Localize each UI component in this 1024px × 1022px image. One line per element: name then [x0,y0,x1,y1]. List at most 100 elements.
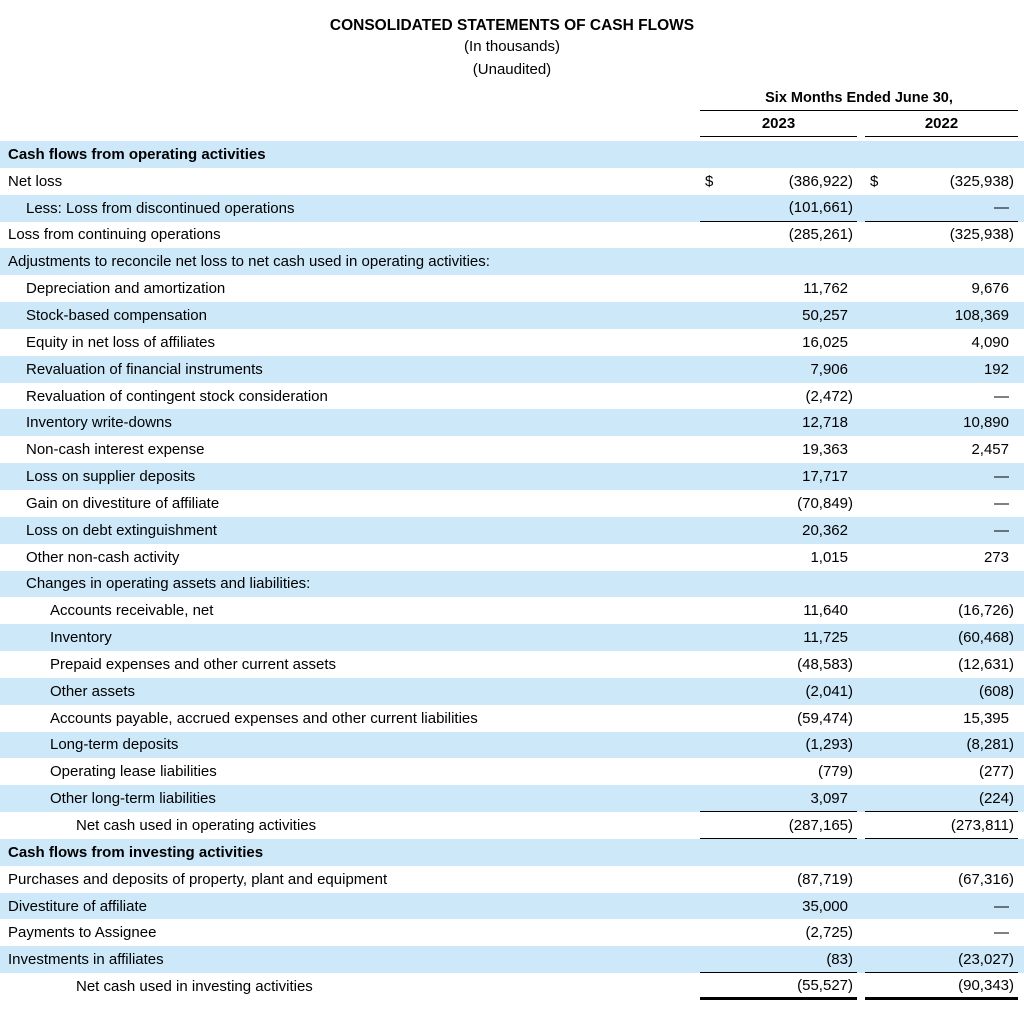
value-2023: 11,640 [803,602,848,620]
row-label: Loss on debt extinguishment [26,521,217,539]
value-2022 [865,248,1018,275]
row-label: Revaluation of contingent stock consider… [26,387,328,405]
value-2022: (16,726) [958,602,1014,620]
column-gap [857,839,865,866]
value-2023: 19,363 [802,441,848,459]
column-gap [857,597,865,624]
header-edge-spacer [1018,89,1024,137]
row-label: Stock-based compensation [26,306,207,324]
edge-spacer [1018,866,1024,893]
value-2023 [700,839,857,866]
table-row-continuing-ops: Loss from continuing operations (285,261… [0,222,1024,249]
table-row-gain-divestiture: Gain on divestiture of affiliate (70,849… [0,490,1024,517]
value-2022: (90,343) [865,973,1018,1000]
row-label: Payments to Assignee [8,924,157,942]
row-label: Cash flows from operating activities [8,145,266,163]
column-gap [857,866,865,893]
value-2023: (1,293) [805,736,853,754]
table-row-revaluation-contingent: Revaluation of contingent stock consider… [0,383,1024,410]
row-label: Depreciation and amortization [26,280,226,298]
table-row-other-noncash: Other non-cash activity 1,015 273 [0,544,1024,571]
value-2022: — [994,897,1009,915]
value-2022: (273,811) [865,812,1018,839]
row-label: Revaluation of financial instruments [26,360,263,378]
column-gap [857,141,865,168]
value-2022: 4,090 [971,333,1009,351]
column-gap [857,624,865,651]
value-2023: 35,000 [802,897,848,915]
edge-spacer [1018,356,1024,383]
value-2022: (67,316) [958,870,1014,888]
edge-spacer [1018,758,1024,785]
edge-spacer [1018,705,1024,732]
period-header: Six Months Ended June 30, [700,89,1018,111]
edge-spacer [1018,678,1024,705]
unaudited-subtitle: (Unaudited) [472,61,552,78]
row-label: Net loss [8,172,63,190]
column-gap [857,758,865,785]
column-gap [857,517,865,544]
value-2023: (287,165) [700,812,857,839]
row-label: Loss on supplier deposits [26,468,196,486]
row-label: Inventory write-downs [26,414,172,432]
table-row-net-cash-operating: Net cash used in operating activities (2… [0,812,1024,839]
row-label: Accounts payable, accrued expenses and o… [50,709,478,727]
table-row-depreciation: Depreciation and amortization 11,762 9,6… [0,275,1024,302]
value-2022: 2,457 [971,441,1009,459]
value-2022: 273 [983,548,1009,566]
row-label: Other long-term liabilities [50,790,216,808]
column-gap [857,302,865,329]
dollar-sign: $ [870,172,879,190]
value-2022: — [994,924,1009,942]
period-columns: Six Months Ended June 30, 2023 2022 [700,89,1018,137]
row-label: Gain on divestiture of affiliate [26,494,220,512]
column-header-2023: 2023 [700,113,857,137]
row-label: Adjustments to reconcile net loss to net… [8,253,490,271]
value-2022: $ (325,938) [865,168,1018,195]
edge-spacer [1018,463,1024,490]
value-2022 [865,839,1018,866]
table-row-operating-lease: Operating lease liabilities (779) (277) [0,758,1024,785]
value-2022: 9,676 [971,280,1009,298]
value-2022 [865,141,1018,168]
edge-spacer [1018,436,1024,463]
value-2023: 1,015 [810,548,848,566]
edge-spacer [1018,919,1024,946]
value-2023: (101,661) [700,195,857,222]
value-2023: (55,527) [700,973,857,1000]
value-2022: (23,027) [865,946,1018,974]
column-gap [857,571,865,598]
column-gap [857,946,865,973]
column-gap [857,113,865,137]
row-label: Operating lease liabilities [50,763,217,781]
period-header-block: Six Months Ended June 30, 2023 2022 [0,89,1024,137]
column-gap [857,248,865,275]
value-2023: (83) [700,946,857,974]
column-gap [857,383,865,410]
value-2023: (2,472) [805,387,853,405]
column-gap [857,409,865,436]
row-label: Other assets [50,682,136,700]
edge-spacer [1018,544,1024,571]
header-spacer [0,89,700,137]
row-label: Investments in affiliates [8,951,164,969]
value-2023: $ (386,922) [700,168,857,195]
value-2023: 50,257 [802,306,848,324]
table-row-discontinued-ops: Less: Loss from discontinued operations … [0,194,1024,222]
edge-spacer [1018,893,1024,920]
value-2022: — [865,195,1018,222]
table-row-section-investing: Cash flows from investing activities [0,838,1024,866]
column-gap [857,275,865,302]
value-2023: 11,762 [803,280,848,298]
row-label: Prepaid expenses and other current asset… [50,655,337,673]
table-row-revaluation-financial: Revaluation of financial instruments 7,9… [0,355,1024,383]
value-2022: — [994,468,1009,486]
value-2022: (277) [978,763,1014,781]
column-gap [857,973,865,1000]
table-row-prepaid-expenses: Prepaid expenses and other current asset… [0,651,1024,678]
edge-spacer [1018,946,1024,973]
value-2023: 16,025 [802,333,848,351]
value-2022: (60,468) [958,629,1014,647]
value-2023: 7,906 [810,360,848,378]
